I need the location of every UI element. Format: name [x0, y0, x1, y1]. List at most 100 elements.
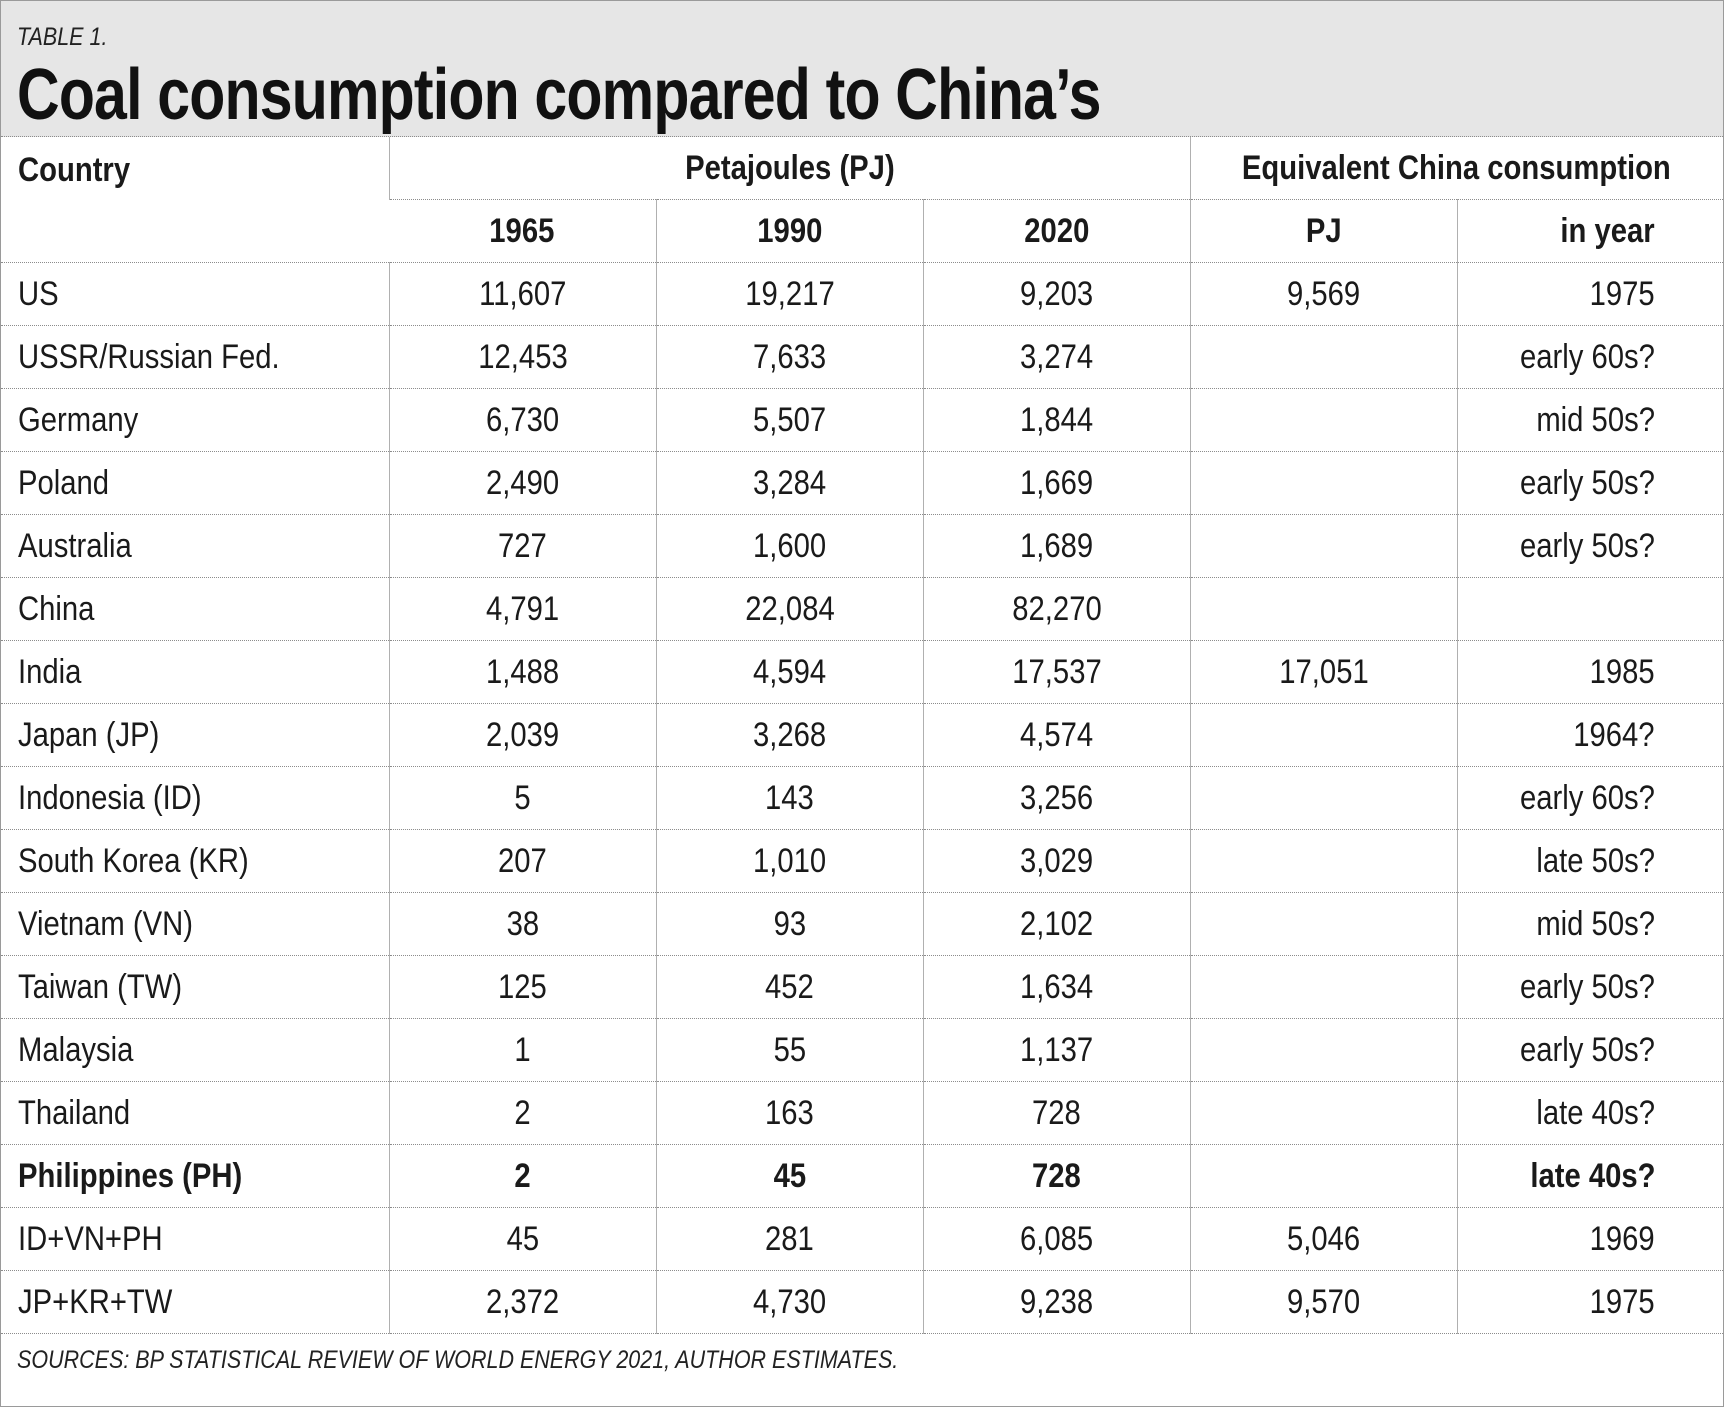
cell-2020: 3,256: [922, 766, 1191, 830]
table-title: Coal consumption compared to China’s: [17, 55, 1101, 135]
cell-2020: 1,137: [922, 1018, 1191, 1082]
table-row: Australia 727 1,600 1,689 early 50s?: [1, 514, 1723, 578]
table-row: Malaysia 1 55 1,137 early 50s?: [1, 1018, 1723, 1082]
cell-in-year: late 50s?: [1456, 829, 1723, 893]
cell-equiv-pj: [1189, 766, 1458, 830]
column-header-1965: 1965: [389, 199, 656, 263]
table-header: TABLE 1. Coal consumption compared to Ch…: [1, 1, 1723, 137]
cell-1965: 38: [388, 892, 656, 956]
cell-in-year: early 60s?: [1456, 325, 1723, 389]
cell-in-year: early 50s?: [1456, 514, 1723, 578]
cell-2020: 4,574: [922, 703, 1191, 767]
table-row: ID+VN+PH 45 281 6,085 5,046 1969: [1, 1207, 1723, 1271]
cell-1990: 19,217: [655, 262, 923, 326]
column-header-in-year: in year: [1456, 199, 1723, 263]
header-row-subcolumns: 1965 1990 2020 PJ in year: [1, 199, 1723, 263]
cell-country: Taiwan (TW): [1, 955, 389, 1019]
cell-1965: 4,791: [388, 577, 656, 641]
table-number: TABLE 1.: [17, 23, 108, 51]
sources-note: SOURCES: BP STATISTICAL REVIEW OF WORLD …: [17, 1346, 899, 1374]
cell-in-year: early 50s?: [1456, 451, 1723, 515]
cell-2020: 9,238: [922, 1270, 1191, 1334]
cell-country: Indonesia (ID): [1, 766, 389, 830]
cell-in-year: early 60s?: [1456, 766, 1723, 830]
cell-1990: 5,507: [655, 388, 923, 452]
cell-equiv-pj: [1189, 325, 1458, 389]
cell-in-year: [1456, 577, 1723, 641]
column-group-equivalent-china: Equivalent China consumption: [1189, 137, 1723, 200]
cell-in-year: late 40s?: [1456, 1144, 1723, 1208]
cell-2020: 1,634: [922, 955, 1191, 1019]
cell-1990: 3,268: [655, 703, 923, 767]
cell-in-year: 1975: [1456, 1270, 1723, 1334]
cell-2020: 82,270: [922, 577, 1191, 641]
cell-2020: 3,274: [922, 325, 1191, 389]
cell-2020: 2,102: [922, 892, 1191, 956]
table-body: US 11,607 19,217 9,203 9,569 1975 USSR/Russian…: [1, 262, 1723, 1334]
table-row: Philippines (PH) 2 45 728 late 40s?: [1, 1144, 1723, 1208]
cell-country: Poland: [1, 451, 389, 515]
cell-1990: 45: [655, 1144, 923, 1208]
table-sources: SOURCES: BP STATISTICAL REVIEW OF WORLD …: [1, 1334, 1723, 1388]
cell-in-year: 1964?: [1456, 703, 1723, 767]
cell-equiv-pj: 17,051: [1189, 640, 1458, 704]
cell-equiv-pj: 5,046: [1189, 1207, 1458, 1271]
table-row: South Korea (KR) 207 1,010 3,029 late 50s?: [1, 829, 1723, 893]
cell-1965: 2: [388, 1081, 656, 1145]
cell-country: China: [1, 577, 389, 641]
table-row: USSR/Russian Fed. 12,453 7,633 3,274 early 6…: [1, 325, 1723, 389]
cell-1990: 1,010: [655, 829, 923, 893]
header-row-groups: Country Petajoules (PJ) Equivalent China…: [1, 137, 1723, 263]
cell-country: Thailand: [1, 1081, 389, 1145]
cell-country: JP+KR+TW: [1, 1270, 389, 1334]
cell-equiv-pj: [1189, 892, 1458, 956]
cell-2020: 728: [922, 1144, 1191, 1208]
cell-country: Japan (JP): [1, 703, 389, 767]
table-row: Japan (JP) 2,039 3,268 4,574 1964?: [1, 703, 1723, 767]
cell-1990: 55: [655, 1018, 923, 1082]
cell-equiv-pj: 9,570: [1189, 1270, 1458, 1334]
cell-1990: 143: [655, 766, 923, 830]
cell-equiv-pj: [1189, 955, 1458, 1019]
cell-equiv-pj: [1189, 451, 1458, 515]
coal-consumption-table: Country Petajoules (PJ) Equivalent China…: [1, 137, 1723, 1334]
cell-equiv-pj: [1189, 1144, 1458, 1208]
table-row: India 1,488 4,594 17,537 17,051 1985: [1, 640, 1723, 704]
cell-1965: 727: [388, 514, 656, 578]
cell-1990: 22,084: [655, 577, 923, 641]
cell-country: Malaysia: [1, 1018, 389, 1082]
cell-2020: 3,029: [922, 829, 1191, 893]
cell-1965: 11,607: [388, 262, 656, 326]
cell-in-year: 1985: [1456, 640, 1723, 704]
table-row: Indonesia (ID) 5 143 3,256 early 60s?: [1, 766, 1723, 830]
cell-1990: 7,633: [655, 325, 923, 389]
cell-in-year: mid 50s?: [1456, 892, 1723, 956]
cell-1990: 4,730: [655, 1270, 923, 1334]
cell-1965: 6,730: [388, 388, 656, 452]
table-row: Thailand 2 163 728 late 40s?: [1, 1081, 1723, 1145]
cell-country: Germany: [1, 388, 389, 452]
cell-1965: 207: [388, 829, 656, 893]
table-row: Taiwan (TW) 125 452 1,634 early 50s?: [1, 955, 1723, 1019]
table-row: Vietnam (VN) 38 93 2,102 mid 50s?: [1, 892, 1723, 956]
cell-1965: 2,490: [388, 451, 656, 515]
table-row: Germany 6,730 5,507 1,844 mid 50s?: [1, 388, 1723, 452]
cell-country: South Korea (KR): [1, 829, 389, 893]
cell-in-year: early 50s?: [1456, 955, 1723, 1019]
cell-in-year: late 40s?: [1456, 1081, 1723, 1145]
cell-1990: 1,600: [655, 514, 923, 578]
cell-country: US: [1, 262, 389, 326]
cell-equiv-pj: [1189, 514, 1458, 578]
cell-country: Philippines (PH): [1, 1144, 389, 1208]
cell-1990: 93: [655, 892, 923, 956]
cell-equiv-pj: [1189, 388, 1458, 452]
cell-country: ID+VN+PH: [1, 1207, 389, 1271]
table-row: Poland 2,490 3,284 1,669 early 50s?: [1, 451, 1723, 515]
cell-2020: 1,669: [922, 451, 1191, 515]
cell-1965: 125: [388, 955, 656, 1019]
cell-2020: 6,085: [922, 1207, 1191, 1271]
table-row: JP+KR+TW 2,372 4,730 9,238 9,570 1975: [1, 1270, 1723, 1334]
cell-country: India: [1, 640, 389, 704]
cell-2020: 9,203: [922, 262, 1191, 326]
cell-2020: 1,844: [922, 388, 1191, 452]
